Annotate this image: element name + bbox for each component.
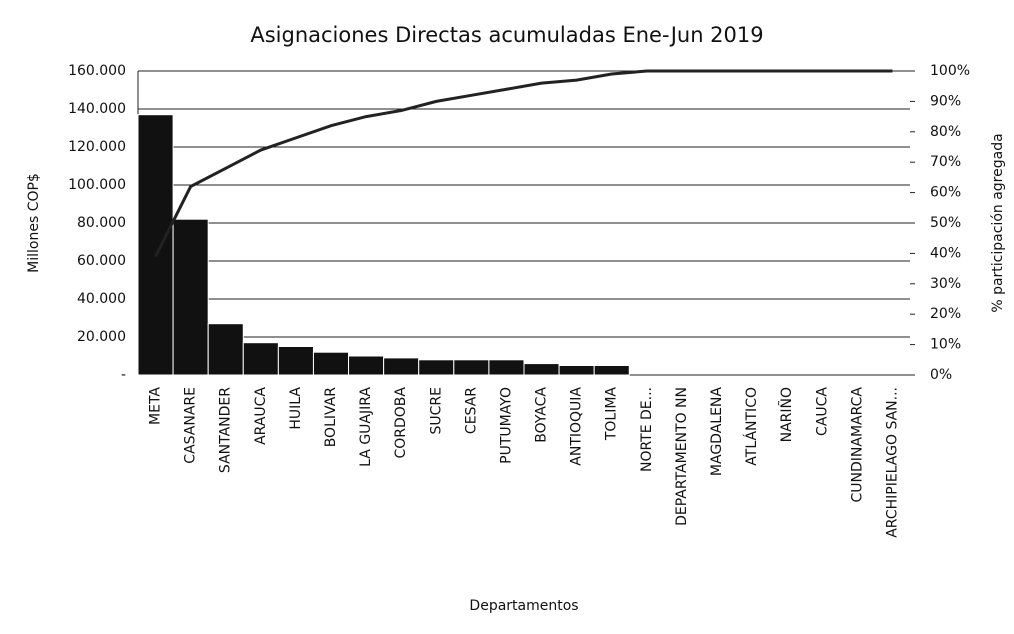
bar [383,357,420,376]
bar [137,114,174,376]
x-tick-label: ATLÁNTICO [743,387,760,466]
x-tick-label: ANTIOQUIA [569,387,585,466]
bar [523,363,560,376]
bar [593,365,630,376]
y-tick-label: 140.000 [68,101,126,117]
chart-title: Asignaciones Directas acumuladas Ene-Jun… [250,23,763,47]
x-tick-label: BOYACA [534,387,550,443]
bar [207,323,244,376]
y2-tick-label: 70% [930,154,961,170]
y-axis-title: Millones COP$ [26,173,42,273]
y2-tick-label: 10% [930,337,961,353]
y-tick-label: - [121,367,126,383]
y2-tick-label: 40% [930,245,961,261]
y-tick-label: 60.000 [77,253,126,269]
x-tick-label: NORTE DE... [639,387,655,472]
y2-tick-label: 20% [930,306,961,322]
x-tick-label: BOLIVAR [323,387,339,448]
y2-tick-label: 60% [930,185,961,201]
y-tick-label: 160.000 [68,63,126,79]
bar [348,355,385,376]
cumulative-line [154,69,893,258]
x-tick-label: CUNDINAMARCA [849,387,865,503]
x-axis-title: Departamentos [469,598,578,614]
y2-tick-label: 0% [930,367,952,383]
bar [312,351,350,376]
bar [242,342,279,376]
y2-tick-label: 100% [930,63,970,79]
y2-tick-label: 30% [930,276,961,292]
x-tick-label: ARCHIPIELAGO SAN... [884,387,900,538]
x-tick-label: DEPARTAMENTO NN [674,387,690,526]
x-tick-label: SUCRE [428,387,444,434]
x-tick-label: CESAR [463,387,479,434]
bar [277,346,314,376]
y-tick-label: 80.000 [77,215,126,231]
y-tick-label: 40.000 [77,291,126,307]
y2-tick-label: 90% [930,93,961,109]
y2-axis-title: % participación agregada [990,133,1006,312]
x-tick-label: LA GUAJIRA [358,387,374,467]
x-tick-label: CAUCA [814,387,830,436]
y-tick-label: 20.000 [77,329,126,345]
x-tick-label: CASANARE [183,387,199,464]
y-tick-label: 100.000 [68,177,126,193]
x-tick-label: SANTANDER [218,387,234,473]
y2-tick-label: 50% [930,215,961,231]
bar [453,359,490,376]
x-tick-label: CORDOBA [393,387,409,459]
x-tick-label: ARAUCA [253,387,269,445]
x-tick-label: PUTUMAYO [498,387,514,464]
bar [418,359,455,376]
x-tick-label: META [148,387,164,425]
y2-tick-label: 80% [930,124,961,140]
y-tick-label: 120.000 [68,139,126,155]
bar [488,359,525,376]
x-tick-label: NARIÑO [778,387,795,442]
bar [172,218,209,376]
x-tick-label: MAGDALENA [709,387,725,476]
x-tick-label: HUILA [288,387,304,430]
x-tick-label: TOLIMA [604,387,620,442]
bar [558,365,595,376]
